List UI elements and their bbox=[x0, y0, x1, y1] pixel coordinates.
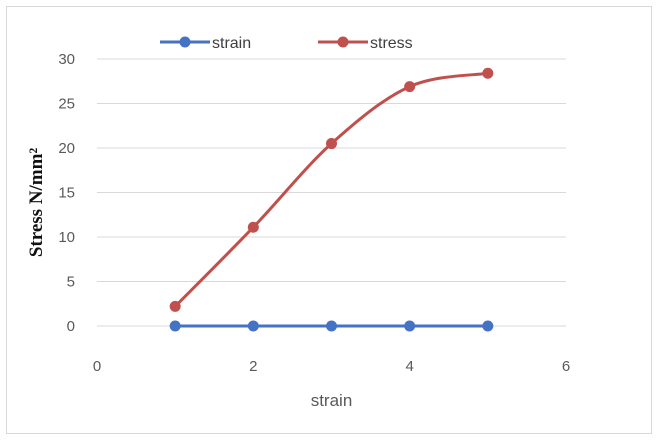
y-tick-label: 5 bbox=[67, 274, 75, 291]
y-tick-label: 15 bbox=[58, 185, 75, 202]
data-point-strain bbox=[326, 320, 337, 332]
chart-area bbox=[6, 6, 652, 434]
gridlines bbox=[97, 58, 566, 327]
x-tick-label: 4 bbox=[405, 358, 413, 375]
x-tick-label: 6 bbox=[562, 358, 570, 375]
x-tick-labels: 0 2 4 6 bbox=[93, 358, 570, 375]
legend-label: stress bbox=[370, 35, 413, 52]
legend-item-stress: stress bbox=[318, 35, 413, 52]
y-tick-label: 0 bbox=[67, 318, 75, 335]
data-point-stress bbox=[482, 67, 494, 79]
x-tick-label: 2 bbox=[249, 358, 257, 375]
x-axis-title: strain bbox=[311, 391, 353, 410]
legend-swatch-marker bbox=[337, 36, 349, 48]
data-point-strain bbox=[482, 320, 494, 332]
data-point-stress bbox=[169, 300, 181, 312]
plot-series bbox=[169, 67, 494, 332]
legend: strain stress bbox=[160, 35, 413, 52]
series-line-stress bbox=[173, 71, 490, 308]
legend-swatch-marker bbox=[179, 36, 191, 48]
series-strain bbox=[169, 320, 494, 332]
data-point-stress bbox=[326, 138, 337, 150]
data-point-stress bbox=[247, 221, 259, 233]
data-point-strain bbox=[169, 320, 181, 332]
data-point-stress bbox=[404, 81, 416, 93]
y-tick-label: 10 bbox=[58, 229, 75, 246]
series-stress bbox=[169, 67, 494, 312]
y-tick-label: 30 bbox=[58, 51, 75, 68]
legend-label: strain bbox=[212, 35, 251, 52]
data-point-strain bbox=[247, 320, 259, 332]
x-tick-label: 0 bbox=[93, 358, 101, 375]
y-axis-title: Stress N/mm² bbox=[26, 148, 47, 258]
y-tick-labels: 0 5 10 15 20 25 30 bbox=[58, 51, 75, 335]
data-point-strain bbox=[404, 320, 416, 332]
y-tick-label: 25 bbox=[58, 96, 75, 113]
y-tick-label: 20 bbox=[58, 140, 75, 157]
legend-item-strain: strain bbox=[160, 35, 251, 52]
